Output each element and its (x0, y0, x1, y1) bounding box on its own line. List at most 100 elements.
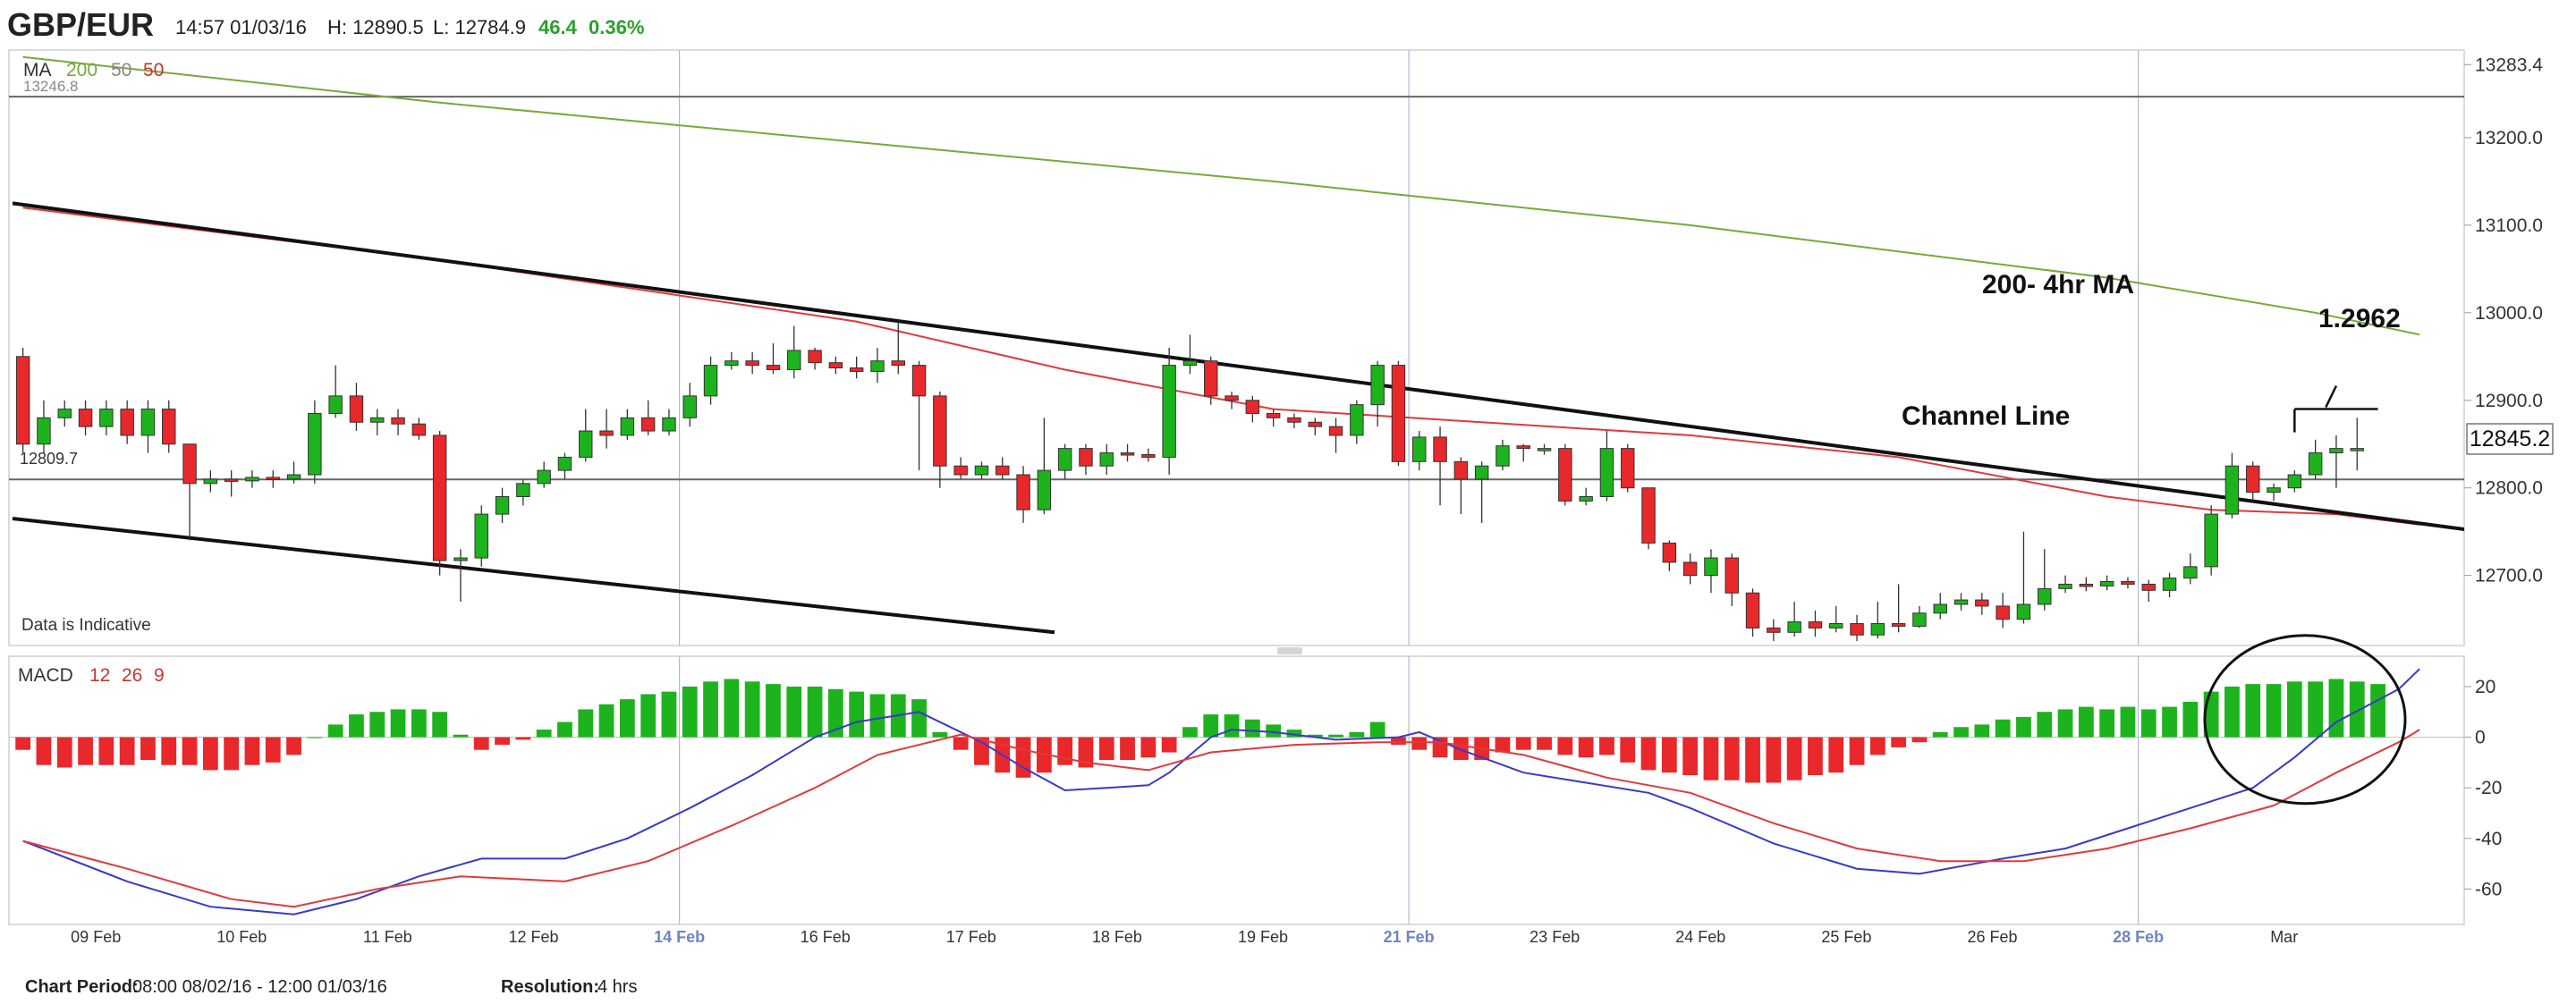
candle (120, 400, 134, 444)
x-tick-label: 18 Feb (1092, 928, 1142, 946)
candle-body (2183, 566, 2198, 579)
symbol-title: GBP/EUR (7, 6, 154, 43)
candle (1453, 457, 1469, 515)
x-tick-label: 17 Feb (946, 928, 996, 946)
candle (2183, 553, 2198, 585)
x-tick-label: Mar (2270, 928, 2298, 946)
candle-body (328, 395, 343, 414)
candle-body (1016, 474, 1030, 510)
candle-body (2121, 581, 2135, 585)
candle (140, 400, 156, 453)
candle-body (2016, 603, 2031, 620)
macd-histogram-bar (98, 737, 114, 765)
candle (1120, 443, 1135, 462)
candle-body (1245, 400, 1260, 414)
macd-histogram-bar (1599, 737, 1614, 755)
candle (1975, 593, 1989, 615)
price-axis: 12700.0 12800.0 12900.0 13000.0 13100.0 13200… (2464, 55, 2543, 586)
candle (1287, 413, 1301, 429)
price-panel-frame (8, 49, 2465, 646)
resolution-label: Resolution: (501, 977, 599, 997)
macd-histogram-bar (2037, 712, 2053, 738)
macd-histogram-bar (1015, 737, 1031, 778)
candle (1162, 348, 1176, 476)
target-bracket-lead (2325, 385, 2338, 409)
macd-histogram-bar (932, 731, 948, 738)
macd-histogram-bar (2099, 709, 2115, 738)
candle (933, 391, 947, 488)
x-tick-label: 16 Feb (801, 928, 851, 946)
candle-body (1891, 623, 1906, 627)
macd-histogram-bar (1286, 730, 1302, 738)
candle-body (1682, 561, 1698, 577)
data-disclaimer: Data is Indicative (21, 616, 151, 635)
candle (1787, 602, 1801, 637)
y-tick-label: 13283.4 (2475, 55, 2543, 75)
macd-histogram-bar (1369, 721, 1385, 738)
candle (1245, 395, 1260, 423)
macd-histogram-bar (2182, 701, 2199, 738)
macd-histogram-bar (1849, 737, 1865, 765)
candle-body (1057, 448, 1072, 471)
macd-histogram-bar (286, 737, 301, 755)
candle-body (2329, 448, 2343, 454)
candle (828, 356, 843, 375)
candle-body (1579, 496, 1593, 502)
candle-body (537, 469, 551, 485)
macd-panel-frame (8, 655, 2465, 925)
candle-body (1370, 365, 1385, 406)
candle (1224, 391, 1239, 409)
candle (1496, 439, 1510, 471)
candle-body (2204, 513, 2218, 568)
candle (1745, 588, 1760, 637)
macd-histogram-bar (1953, 727, 1969, 738)
macd-histogram-bar (1537, 737, 1552, 750)
candle-body (1099, 452, 1114, 467)
candle-body (1850, 623, 1864, 636)
candle-body (808, 350, 822, 364)
macd-histogram-bar (515, 737, 531, 740)
macd-plot (9, 668, 2464, 915)
candle (453, 549, 468, 603)
candle-body (349, 395, 364, 423)
candle-body (1079, 448, 1093, 467)
candle (474, 505, 488, 567)
candle (411, 418, 427, 440)
candle-body (787, 350, 801, 370)
macd-histogram-bar (36, 737, 52, 765)
macd-histogram-bar (202, 737, 218, 771)
macd-histogram-bar (78, 737, 93, 765)
candle (349, 383, 364, 432)
candle (1308, 418, 1322, 435)
candle-body (933, 395, 947, 467)
macd-histogram-bar (1682, 737, 1699, 776)
candle (870, 348, 885, 384)
panel-resize-handle[interactable] (1277, 647, 1302, 654)
macd-histogram-bar (1766, 737, 1782, 783)
candle-body (2099, 581, 2114, 586)
x-tick-label: 14 Feb (654, 928, 705, 946)
chart-period-label: Chart Period: (25, 977, 139, 997)
candle-body (1474, 465, 1489, 480)
candle (787, 325, 801, 379)
candle-body (557, 456, 572, 471)
annotation-channel: Channel Line (1902, 401, 2070, 431)
footer: Chart Period: 08:00 08/02/16 - 12:00 01/… (25, 977, 637, 997)
macd-histogram-bar (2349, 681, 2365, 738)
candle (2099, 575, 2114, 591)
ma-period-50b: 50 (143, 60, 164, 80)
macd-histogram-bar (2078, 706, 2094, 738)
header-low: L: 12784.9 (433, 16, 526, 38)
candle (1621, 443, 1635, 493)
candle (1870, 602, 1885, 639)
candle (2287, 470, 2302, 493)
y-tick-label: 12800.0 (2475, 478, 2543, 499)
candle-body (1996, 605, 2010, 620)
candle (1891, 584, 1906, 633)
candle-body (2079, 583, 2094, 587)
candle (2204, 505, 2218, 576)
candle-body (1328, 426, 1343, 436)
candle-body (37, 417, 51, 445)
candle (579, 409, 593, 462)
candle (516, 478, 530, 506)
